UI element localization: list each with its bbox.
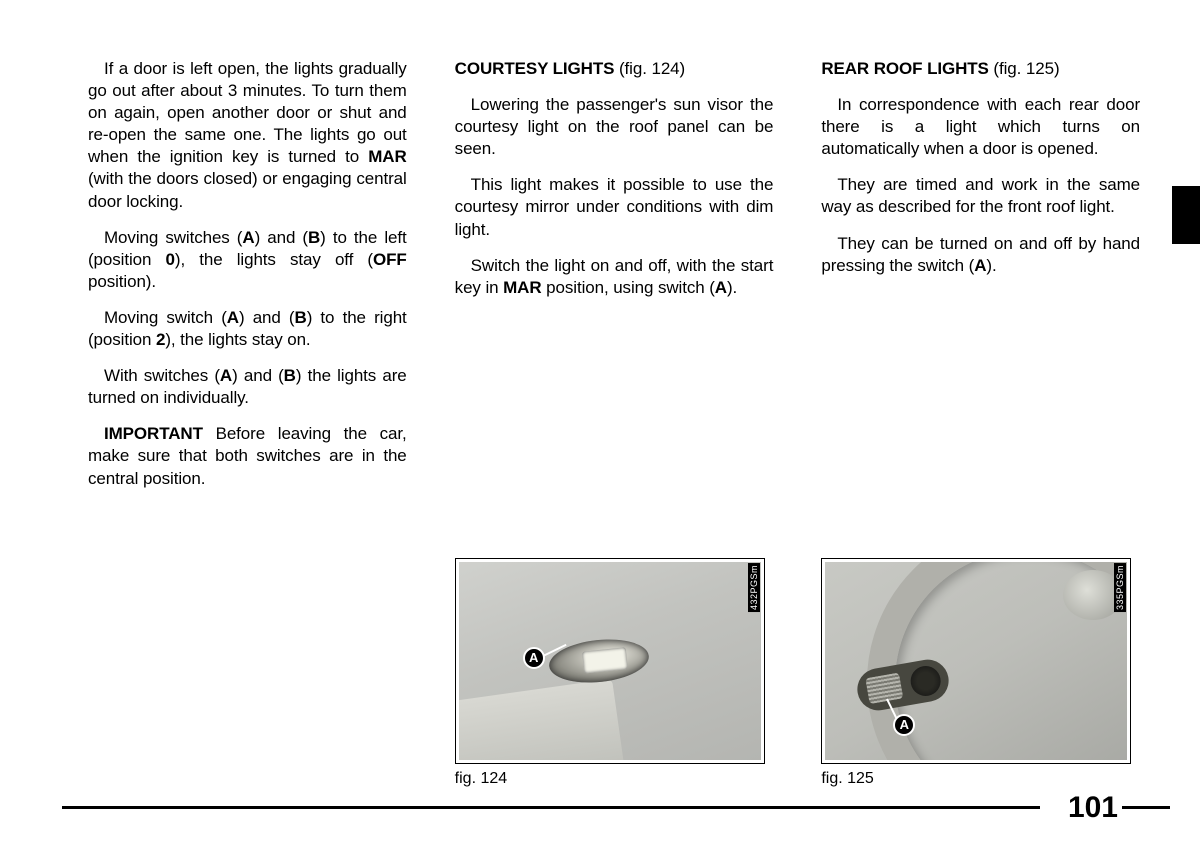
courtesy-lamp-shape [547,634,651,686]
paragraph: In correspondence with each rear door th… [821,94,1140,160]
figure-frame: A 335PGSm [821,558,1131,764]
paragraph: Switch the light on and off, with the st… [455,255,774,299]
manual-page: If a door is left open, the lights gradu… [0,0,1200,845]
paragraph: With switches (A) and (B) the lights are… [88,365,407,409]
figure-frame: A 432PGSm [455,558,765,764]
paragraph: Lowering the passenger's sun visor the c… [455,94,774,160]
figure-125: A 335PGSm fig. 125 [821,558,1140,788]
paragraph: If a door is left open, the lights gradu… [88,58,407,213]
column-left: If a door is left open, the lights gradu… [88,58,407,504]
section-heading-rear-roof: REAR ROOF LIGHTS (fig. 125) [821,58,1140,80]
sun-visor-shape [459,678,624,759]
paragraph: Moving switches (A) and (B) to the left … [88,227,407,293]
figure-code-label: 335PGSm [1114,563,1126,612]
paragraph-important: IMPORTANT Before leaving the car, make s… [88,423,407,489]
section-heading-courtesy: COURTESY LIGHTS (fig. 124) [455,58,774,80]
callout-a-badge: A [523,647,545,669]
footer-rule-left [62,806,1040,809]
heading-ref: (fig. 124) [614,59,685,78]
figure-caption: fig. 124 [455,770,774,788]
figure-slot-125: A 335PGSm fig. 125 [821,558,1140,788]
figure-caption: fig. 125 [821,770,1140,788]
figures-row: A 432PGSm fig. 124 A 335PGSm [88,558,1140,788]
paragraph: Moving switch (A) and (B) to the right (… [88,307,407,351]
paragraph: They can be turned on and off by hand pr… [821,233,1140,277]
figure-124: A 432PGSm fig. 124 [455,558,774,788]
figure-code-label: 432PGSm [748,563,760,612]
heading-title: REAR ROOF LIGHTS [821,59,988,78]
paragraph: They are timed and work in the same way … [821,174,1140,218]
page-number: 101 [1068,791,1118,825]
column-right: REAR ROOF LIGHTS (fig. 125) In correspon… [821,58,1140,504]
figure-slot-124: A 432PGSm fig. 124 [455,558,774,788]
text-columns: If a door is left open, the lights gradu… [88,58,1140,504]
heading-title: COURTESY LIGHTS [455,59,615,78]
figure-image: A [459,562,761,760]
footer-rule-right [1122,806,1170,809]
section-edge-tab [1172,186,1200,244]
paragraph: This light makes it possible to use the … [455,174,774,240]
column-middle: COURTESY LIGHTS (fig. 124) Lowering the … [455,58,774,504]
figure-slot-empty [88,558,407,788]
heading-ref: (fig. 125) [989,59,1060,78]
callout-a-badge: A [893,714,915,736]
figure-image: A [825,562,1127,760]
